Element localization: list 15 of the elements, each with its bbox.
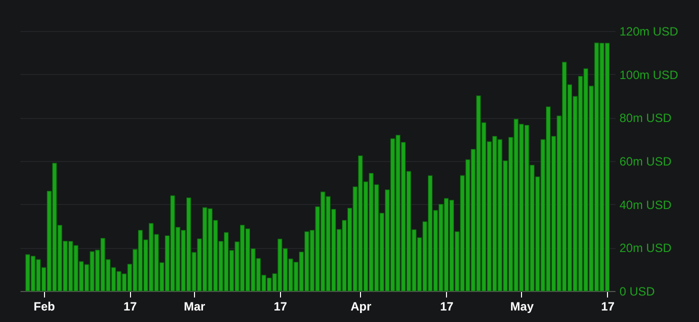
y-tick-label: 80m USD xyxy=(620,111,672,126)
x-tick-label: Feb xyxy=(34,300,55,314)
x-tick-label: Mar xyxy=(184,300,206,314)
x-tick-label: 17 xyxy=(123,300,138,314)
x-tick-label: 17 xyxy=(440,300,454,314)
x-tick-label: Apr xyxy=(350,300,372,314)
y-tick-label: 40m USD xyxy=(620,198,672,212)
x-tick-label: May xyxy=(510,300,534,314)
y-tick-label: 60m USD xyxy=(620,154,672,168)
x-tick-label: 17 xyxy=(601,300,615,314)
y-tick-label: 100m USD xyxy=(620,68,679,82)
y-tick-label: 120m USD xyxy=(620,24,679,38)
y-tick-label: 20m USD xyxy=(620,241,672,256)
y-tick-label: 0 USD xyxy=(620,284,656,298)
x-tick-label: 17 xyxy=(274,300,288,314)
